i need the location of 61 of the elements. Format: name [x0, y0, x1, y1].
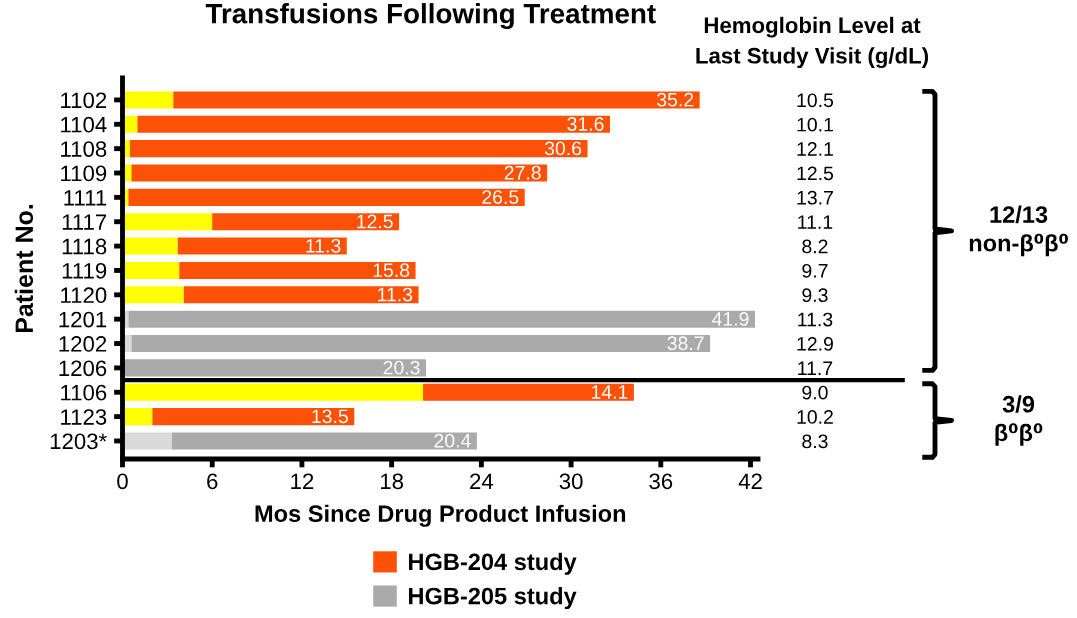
y2-tick-label: 9.0 [802, 385, 828, 400]
y-tick-label: 1202 [59, 336, 107, 352]
y-tick-label: 1106 [61, 384, 107, 401]
y2-tick-label: 10.5 [797, 93, 834, 108]
x-tick-label: 6 [207, 473, 218, 490]
data-label: 27.8 [504, 165, 541, 180]
legend-label: HGB-204 study [409, 552, 577, 575]
y-tick-label: 1108 [61, 141, 107, 157]
y2-tick-label: 8.2 [802, 239, 828, 254]
data-label: 31.6 [567, 117, 604, 131]
y-tick-label: 1206 [59, 360, 107, 377]
data-label: 30.6 [544, 141, 582, 156]
x-tick-label: 12 [291, 473, 314, 489]
y2-axis-title: Hemoglobin Level at Last Study Visit (g/dL) [696, 16, 929, 69]
y2-tick-label: 9.3 [802, 288, 828, 303]
y-tick-label: 1119 [62, 262, 107, 279]
data-label: 26.5 [482, 190, 519, 204]
x-tick-label: 18 [380, 473, 404, 490]
data-label: 14.1 [591, 385, 628, 399]
data-label: 41.9 [712, 312, 749, 326]
y2-tick-label: 11.3 [798, 312, 833, 327]
y-axis-title: Patient No. [14, 204, 34, 333]
y2-tick-label: 13.7 [797, 190, 833, 205]
text: 12/13 non-β⁰β⁰ [969, 205, 1068, 257]
y-tick-label: 1102 [61, 92, 107, 109]
y-tick-label: 1118 [62, 238, 107, 255]
data-label: 11.3 [306, 238, 341, 253]
y-tick-label: 1111 [64, 190, 107, 206]
text: 3/9 β⁰β⁰ [995, 395, 1043, 446]
data-label: 12.5 [357, 214, 393, 229]
y-tick-label: 1123 [61, 409, 107, 425]
data-label: 38.7 [667, 336, 704, 351]
data-label: 13.5 [312, 409, 348, 424]
y2-tick-label: 11.7 [798, 361, 833, 375]
legend-label: HGB-205 study [409, 587, 577, 610]
y2-tick-label: 10.2 [797, 410, 833, 424]
x-tick-label: 24 [470, 473, 494, 489]
y2-tick-label: 12.1 [797, 142, 833, 156]
y2-tick-label: 12.5 [797, 166, 834, 181]
x-tick-label: 30 [559, 473, 583, 490]
y2-tick-label: 12.9 [797, 337, 833, 351]
annotation: 11.3 [378, 287, 413, 302]
y2-tick-label: 10.1 [797, 117, 833, 132]
x-tick-label: 36 [649, 473, 673, 490]
y2-tick-label: 8.3 [802, 434, 828, 449]
x-tick-label: 42 [738, 473, 762, 489]
y-tick-label: 1104 [61, 116, 107, 133]
y-tick-label: 1201 [59, 311, 107, 328]
data-label: 20.4 [434, 433, 471, 448]
y-tick-label: 1109 [61, 165, 107, 182]
x-tick-label: 0 [117, 473, 128, 490]
data-label: 15.8 [373, 263, 410, 278]
y-tick-label: 1117 [62, 214, 107, 230]
chart-title: Transfusions Following Treatment [205, 3, 656, 30]
y-tick-label: 1120 [61, 287, 107, 304]
data-label: 20.3 [383, 360, 420, 375]
x-axis-title: Mos Since Drug Product Infusion [255, 504, 626, 527]
y2-tick-label: 11.1 [798, 215, 833, 229]
y2-tick-label: 9.7 [802, 263, 828, 278]
y-tick-label: 1203* [50, 433, 107, 450]
data-label: 35.2 [657, 92, 694, 107]
